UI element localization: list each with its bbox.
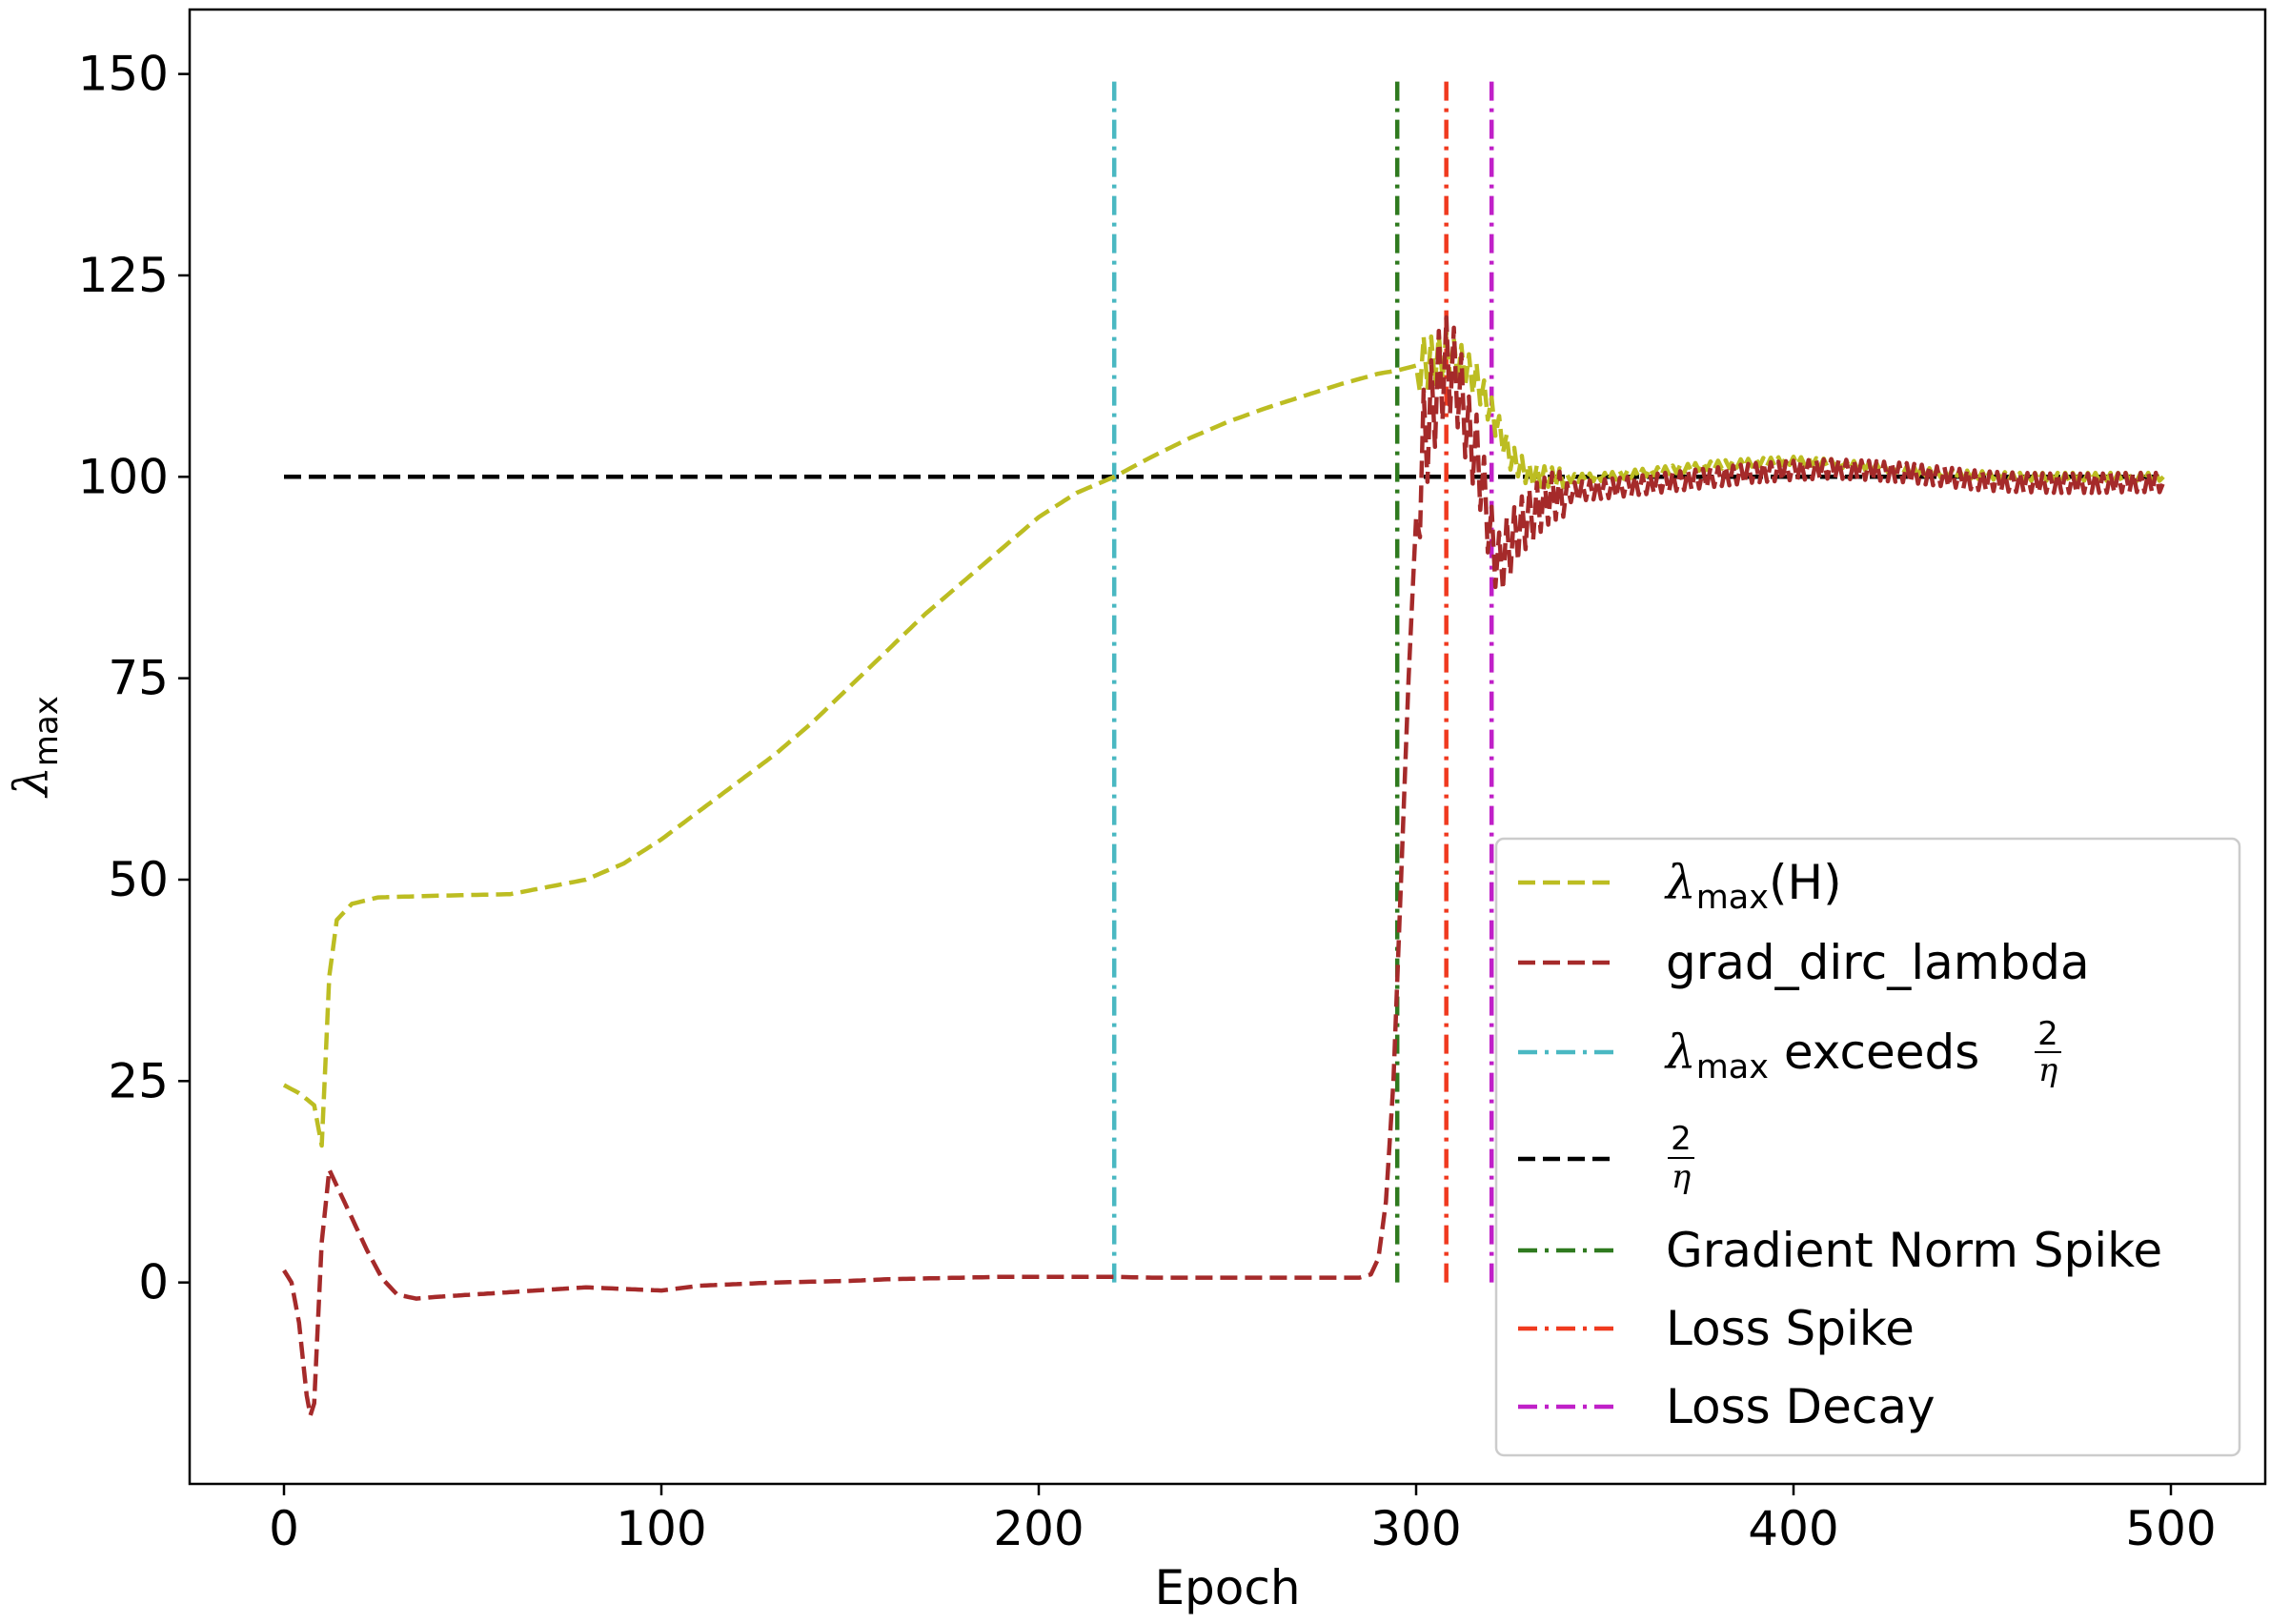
x-tick-label: 100 xyxy=(616,1501,706,1556)
y-axis-label-sub: max xyxy=(28,696,66,766)
legend-frac-den-exceeds: η xyxy=(2038,1051,2058,1089)
series-line-lambda-max-H xyxy=(282,330,2165,1148)
y-tick-label: 25 xyxy=(108,1053,169,1108)
series-lines xyxy=(282,315,2166,1418)
y-tick-label: 100 xyxy=(78,449,169,504)
legend-frac-num-two-over-eta: 2 xyxy=(1671,1120,1692,1158)
legend-label-grad-dirc-lambda: grad_dirc_lambda xyxy=(1666,935,2090,990)
legend-label-loss-spike: Loss Spike xyxy=(1666,1301,1915,1356)
x-tick-label: 0 xyxy=(269,1501,299,1556)
x-tick-label: 300 xyxy=(1370,1501,1461,1556)
legend-label-grad-norm-spike: Gradient Norm Spike xyxy=(1666,1223,2162,1278)
y-axis-ticks: 0 25 50 75 100 125 150 xyxy=(78,47,190,1310)
y-tick-label: 150 xyxy=(78,47,169,102)
x-tick-label: 200 xyxy=(993,1501,1084,1556)
legend-label-loss-decay: Loss Decay xyxy=(1666,1379,1936,1434)
legend-frac-num-exceeds: 2 xyxy=(2037,1015,2058,1053)
legend-label-exceeds: λmax exceeds xyxy=(1664,1025,1979,1086)
legend: λmax(H) grad_dirc_lambda λmax exceeds 2 … xyxy=(1494,837,2241,1457)
plot-frame xyxy=(188,8,2267,1486)
legend-label-lambda-max-H: λmax(H) xyxy=(1664,855,1842,917)
y-axis-label: λmax xyxy=(4,696,66,799)
series-line-grad-dirc-lambda xyxy=(282,315,2166,1418)
y-tick-label: 75 xyxy=(108,651,169,706)
x-axis-ticks: 0 100 200 300 400 500 xyxy=(269,1484,2217,1556)
x-tick-label: 400 xyxy=(1748,1501,1838,1556)
x-tick-label: 500 xyxy=(2125,1501,2216,1556)
legend-frame xyxy=(1494,837,2241,1457)
legend-frac-den-two-over-eta: η xyxy=(1672,1158,1692,1196)
x-axis-label: Epoch xyxy=(1154,1560,1300,1615)
y-axis-label-main: λ xyxy=(4,766,59,799)
svg-text:λmax: λmax xyxy=(4,696,66,799)
y-tick-label: 125 xyxy=(78,248,169,303)
y-tick-label: 0 xyxy=(138,1255,169,1310)
y-tick-label: 50 xyxy=(108,852,169,907)
